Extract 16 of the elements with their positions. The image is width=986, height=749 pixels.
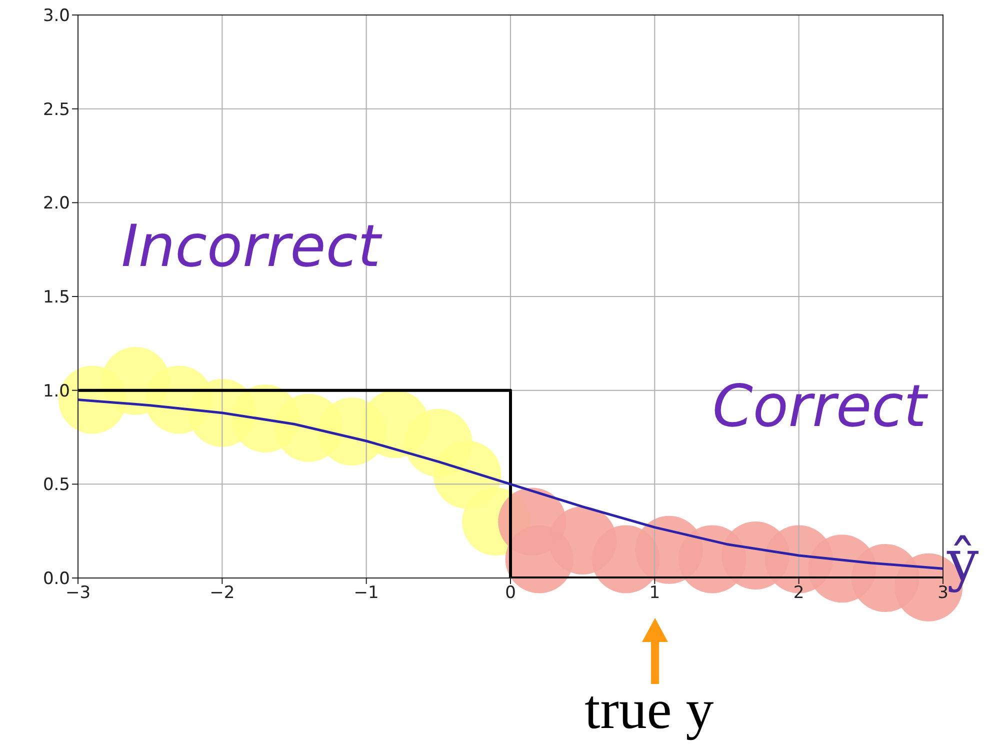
annotation: Incorrect xyxy=(121,212,380,280)
x-tick-label: −1 xyxy=(354,583,379,604)
series-label: ŷ xyxy=(947,528,979,594)
x-tick-label: 0 xyxy=(505,583,516,604)
y-tick-label: 1.0 xyxy=(42,381,70,402)
y-tick-label: 1.5 xyxy=(42,288,70,308)
x-tick-label: 2 xyxy=(793,583,804,604)
y-tick-label: 2.0 xyxy=(42,194,70,214)
text: true y xyxy=(584,678,714,742)
x-tick-label: −2 xyxy=(210,583,235,604)
y-tick-label: 2.5 xyxy=(42,100,70,120)
x-tick-label: 1 xyxy=(649,583,660,604)
x-tick-label: 3 xyxy=(938,583,948,604)
annotation: Correct xyxy=(712,372,926,440)
y-tick-label: 0.5 xyxy=(42,475,70,496)
y-tick-label: 3.0 xyxy=(42,6,70,26)
